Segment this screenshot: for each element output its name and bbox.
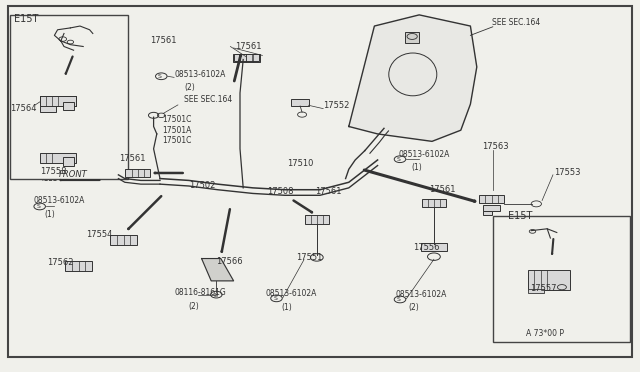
Text: 17561: 17561 xyxy=(119,154,145,163)
Text: 17553: 17553 xyxy=(554,168,580,177)
Text: SEE SEC.164: SEE SEC.164 xyxy=(492,18,540,27)
Polygon shape xyxy=(349,15,477,141)
Text: 17563: 17563 xyxy=(482,142,509,151)
Bar xyxy=(421,243,447,251)
Text: (1): (1) xyxy=(412,163,422,172)
Text: 08513-6102A: 08513-6102A xyxy=(174,70,225,79)
Text: 17510: 17510 xyxy=(287,159,313,168)
Bar xyxy=(483,211,492,215)
Text: 17566: 17566 xyxy=(216,257,243,266)
Bar xyxy=(405,32,419,43)
Text: 17557: 17557 xyxy=(530,284,556,293)
Bar xyxy=(65,261,92,271)
Text: A 73*00 P: A 73*00 P xyxy=(526,329,564,338)
Bar xyxy=(40,153,76,163)
Text: S: S xyxy=(397,298,401,302)
Bar xyxy=(479,195,504,203)
Text: (2): (2) xyxy=(189,302,200,311)
Text: 17508: 17508 xyxy=(268,187,294,196)
Text: S: S xyxy=(397,157,401,162)
Text: SEE SEC.164: SEE SEC.164 xyxy=(184,95,232,104)
Text: E15T: E15T xyxy=(14,14,38,24)
Text: 17554: 17554 xyxy=(86,230,113,239)
Text: 17561: 17561 xyxy=(236,42,262,51)
Text: 17564: 17564 xyxy=(10,105,36,113)
Text: 08513-6102A: 08513-6102A xyxy=(266,289,317,298)
Text: 17552: 17552 xyxy=(323,102,349,110)
Text: (2): (2) xyxy=(408,303,419,312)
Text: 17558: 17558 xyxy=(40,167,66,176)
Text: 17562: 17562 xyxy=(47,258,73,267)
Bar xyxy=(528,270,570,290)
Text: B: B xyxy=(213,293,218,298)
Bar xyxy=(10,15,128,179)
Text: 17561: 17561 xyxy=(315,187,341,196)
Bar xyxy=(233,54,260,62)
Bar xyxy=(422,199,446,207)
Text: 17561: 17561 xyxy=(429,185,455,194)
Text: S: S xyxy=(158,74,162,79)
Bar xyxy=(40,96,76,106)
Bar xyxy=(305,215,329,224)
Bar xyxy=(110,235,137,245)
Bar xyxy=(63,102,74,110)
Bar xyxy=(234,54,259,61)
Text: 17556: 17556 xyxy=(413,243,439,252)
Text: 08513-6102A: 08513-6102A xyxy=(396,291,447,299)
Text: 17501A: 17501A xyxy=(162,126,191,135)
Text: (2): (2) xyxy=(184,83,195,92)
Bar xyxy=(483,205,500,211)
Text: (1): (1) xyxy=(282,303,292,312)
Bar xyxy=(493,216,630,342)
Bar xyxy=(63,157,74,166)
Text: 08513-6102A: 08513-6102A xyxy=(33,196,84,205)
Bar xyxy=(40,96,76,106)
Bar xyxy=(291,99,309,106)
Text: S: S xyxy=(36,205,40,209)
Text: 17551: 17551 xyxy=(296,253,322,262)
Text: 17502: 17502 xyxy=(189,182,215,190)
Text: (1): (1) xyxy=(45,211,56,219)
Text: 08513-6102A: 08513-6102A xyxy=(399,150,450,159)
Text: FRONT: FRONT xyxy=(59,170,88,179)
Text: 17501C: 17501C xyxy=(162,136,191,145)
Text: 08116-8161G: 08116-8161G xyxy=(174,288,226,297)
Bar xyxy=(40,106,56,112)
Text: E15T: E15T xyxy=(508,211,532,221)
Text: 17501C: 17501C xyxy=(162,115,191,124)
Text: 17561: 17561 xyxy=(150,36,177,45)
Text: S: S xyxy=(273,296,277,301)
Bar xyxy=(125,169,150,177)
Bar xyxy=(528,289,544,293)
Polygon shape xyxy=(202,259,234,281)
